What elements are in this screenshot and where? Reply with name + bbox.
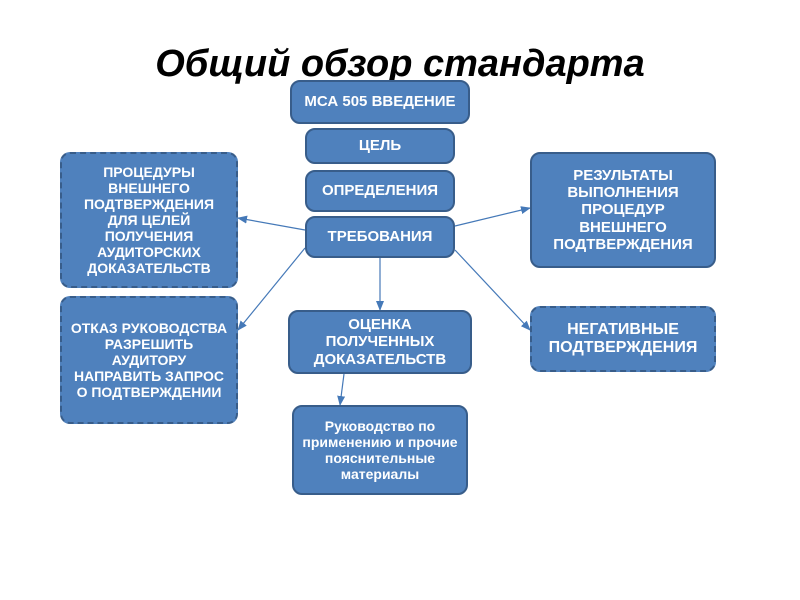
node-n8: ОТКАЗ РУКОВОДСТВА РАЗРЕШИТЬ АУДИТОРУ НАП… (60, 296, 238, 424)
node-n9: РЕЗУЛЬТАТЫ ВЫПОЛНЕНИЯ ПРОЦЕДУР ВНЕШНЕГО … (530, 152, 716, 268)
node-n4: ТРЕБОВАНИЯ (305, 216, 455, 258)
diagram-stage: Общий обзор стандарта МСА 505 ВВЕДЕНИЕЦЕ… (0, 0, 800, 600)
node-n10: НЕГАТИВНЫЕ ПОДТВЕРЖДЕНИЯ (530, 306, 716, 372)
node-n5: ОЦЕНКА ПОЛУЧЕННЫХ ДОКАЗАТЕЛЬСТВ (288, 310, 472, 374)
node-n6: Руководство по применению и прочие поясн… (292, 405, 468, 495)
edge (455, 208, 530, 226)
edge (238, 218, 305, 230)
node-n7: ПРОЦЕДУРЫ ВНЕШНЕГО ПОДТВЕРЖДЕНИЯ ДЛЯ ЦЕЛ… (60, 152, 238, 288)
edge (340, 374, 344, 405)
node-n2: ЦЕЛЬ (305, 128, 455, 164)
node-n3: ОПРЕДЕЛЕНИЯ (305, 170, 455, 212)
node-n1: МСА 505 ВВЕДЕНИЕ (290, 80, 470, 124)
